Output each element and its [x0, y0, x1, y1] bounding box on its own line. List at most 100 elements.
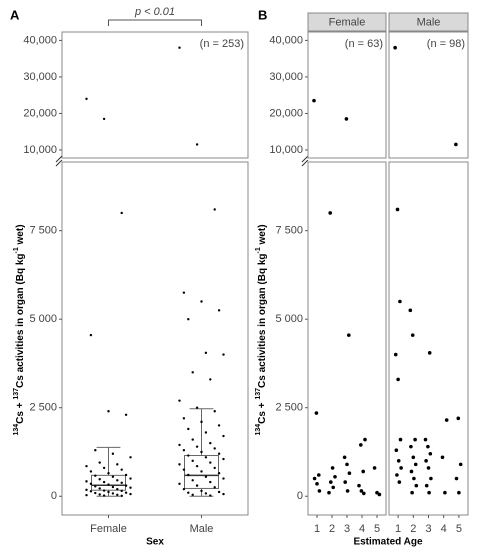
y-tick-label: 5 000 [275, 313, 303, 325]
data-point [213, 466, 216, 470]
data-point [116, 487, 119, 491]
plot-frame [307, 31, 387, 159]
data-point [209, 494, 212, 497]
y-axis-label-part: 134 [13, 424, 20, 436]
y-tick-label: 20,000 [269, 107, 303, 119]
x-tick-label: 5 [374, 523, 380, 535]
data-point [427, 490, 431, 495]
data-point [394, 448, 399, 453]
y-tick-label: 30,000 [269, 71, 303, 83]
data-point [89, 333, 93, 337]
data-point [178, 46, 181, 49]
data-point [102, 480, 106, 484]
data-point [345, 462, 349, 467]
data-point [412, 476, 416, 481]
data-point [102, 494, 106, 497]
plot-frame [307, 161, 387, 516]
data-point [120, 468, 123, 471]
y-axis-label-part: Cs + [15, 400, 26, 424]
data-point [111, 492, 115, 495]
data-point [361, 469, 366, 474]
data-point [200, 470, 203, 473]
box [91, 474, 126, 491]
data-point [107, 483, 110, 486]
data-point [222, 492, 225, 496]
data-point [98, 487, 101, 490]
data-point [187, 491, 190, 494]
data-point [204, 431, 208, 434]
data-point [182, 468, 186, 471]
y-axis-label-part: 137 [13, 388, 20, 400]
data-point [209, 461, 212, 464]
y-tick-label: 10,000 [23, 144, 57, 156]
data-point [410, 333, 415, 337]
y-tick-label: 10,000 [269, 144, 303, 156]
y-tick-label: 7 500 [275, 225, 303, 237]
facet-strip [388, 12, 469, 32]
data-point [424, 459, 428, 463]
data-point [89, 482, 93, 486]
x-tick-label: 2 [329, 523, 335, 535]
data-point [222, 434, 225, 438]
y-tick-label: 0 [297, 490, 303, 502]
data-point [213, 410, 216, 413]
y-axis-label-part: 137 [255, 388, 262, 400]
y-axis-label: 134Cs + 137Cs activities in organ (Bq kg… [13, 224, 25, 435]
data-point [85, 97, 88, 101]
data-point [427, 351, 432, 355]
data-point [444, 418, 449, 422]
data-point [191, 438, 194, 441]
y-tick-label: 2 500 [29, 402, 57, 414]
y-tick-label: 40,000 [23, 34, 57, 46]
data-point [98, 461, 101, 464]
y-tick-label: 20,000 [23, 107, 57, 119]
data-point [347, 333, 351, 337]
data-point [187, 427, 190, 431]
data-point [204, 492, 208, 495]
data-point [187, 318, 190, 321]
data-point [102, 489, 106, 492]
data-point [457, 490, 461, 495]
data-point [124, 491, 128, 494]
data-point [314, 411, 319, 415]
data-point [182, 487, 186, 491]
data-point [345, 489, 350, 493]
data-point [359, 489, 364, 493]
x-tick-label: 3 [344, 523, 350, 535]
data-point [111, 452, 115, 455]
data-point [209, 480, 212, 484]
data-point [191, 371, 194, 374]
y-tick-label: 2 500 [275, 402, 303, 414]
y-axis-label-part: Cs + [257, 400, 268, 424]
data-point [396, 377, 400, 382]
y-tick-label: 40,000 [269, 34, 303, 46]
data-point [182, 291, 186, 294]
data-point [209, 441, 212, 445]
data-point [195, 406, 199, 409]
significance-label: p < 0.01 [134, 6, 175, 18]
data-point [424, 483, 429, 488]
data-point [191, 493, 194, 497]
plot-frame [61, 31, 249, 159]
data-point [440, 455, 445, 460]
data-point [347, 471, 352, 476]
data-point [200, 489, 203, 493]
data-point [195, 484, 199, 487]
data-point [120, 211, 123, 215]
data-point [94, 449, 97, 452]
data-point [204, 456, 208, 459]
data-point [111, 475, 115, 478]
data-point [393, 45, 397, 50]
data-point [178, 463, 181, 466]
data-point [89, 470, 93, 473]
y-axis-label-part: -1 [255, 247, 262, 253]
data-point [182, 449, 186, 452]
data-point [426, 466, 431, 470]
data-point [120, 481, 123, 484]
data-point [124, 413, 128, 417]
y-axis-label: 134Cs + 137Cs activities in organ (Bq kg… [255, 224, 267, 435]
data-point [331, 485, 336, 490]
data-point [204, 475, 208, 478]
axis-break [301, 155, 309, 167]
